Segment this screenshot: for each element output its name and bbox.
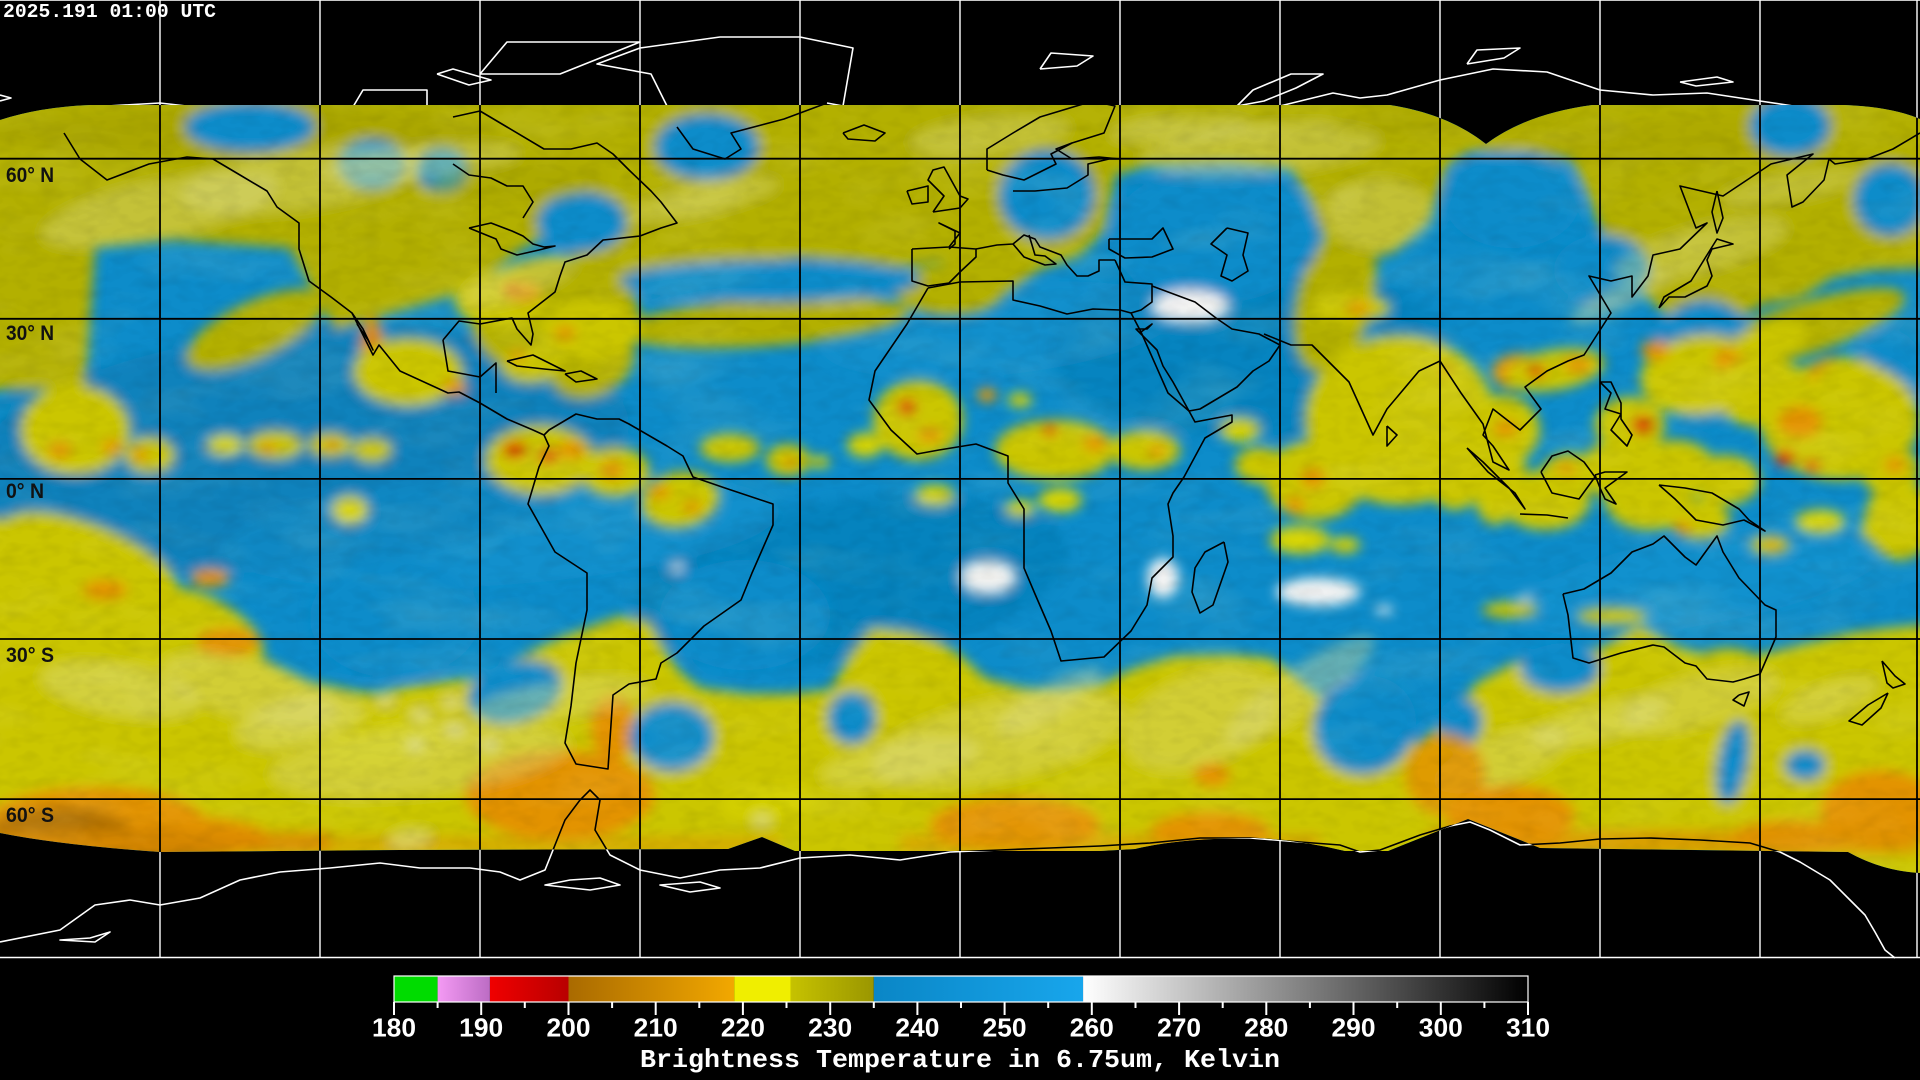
svg-text:0° N: 0° N bbox=[6, 480, 44, 503]
svg-text:60° S: 60° S bbox=[6, 804, 54, 827]
svg-text:250: 250 bbox=[983, 1013, 1027, 1043]
svg-text:200: 200 bbox=[547, 1013, 591, 1043]
svg-text:290: 290 bbox=[1332, 1013, 1376, 1043]
svg-text:270: 270 bbox=[1157, 1013, 1201, 1043]
svg-text:2025.191 01:00 UTC: 2025.191 01:00 UTC bbox=[3, 1, 216, 23]
svg-text:190: 190 bbox=[459, 1013, 503, 1043]
svg-text:310: 310 bbox=[1506, 1013, 1550, 1043]
svg-text:300: 300 bbox=[1419, 1013, 1463, 1043]
svg-text:240: 240 bbox=[895, 1013, 939, 1043]
svg-text:30° N: 30° N bbox=[6, 322, 54, 345]
svg-text:60° N: 60° N bbox=[6, 164, 54, 187]
svg-text:280: 280 bbox=[1244, 1013, 1288, 1043]
svg-text:260: 260 bbox=[1070, 1013, 1114, 1043]
svg-text:220: 220 bbox=[721, 1013, 765, 1043]
svg-text:210: 210 bbox=[634, 1013, 678, 1043]
svg-text:180: 180 bbox=[372, 1013, 416, 1043]
svg-text:230: 230 bbox=[808, 1013, 852, 1043]
svg-text:30° S: 30° S bbox=[6, 644, 54, 667]
svg-text:Brightness Temperature in 6.75: Brightness Temperature in 6.75um, Kelvin bbox=[640, 1045, 1280, 1075]
